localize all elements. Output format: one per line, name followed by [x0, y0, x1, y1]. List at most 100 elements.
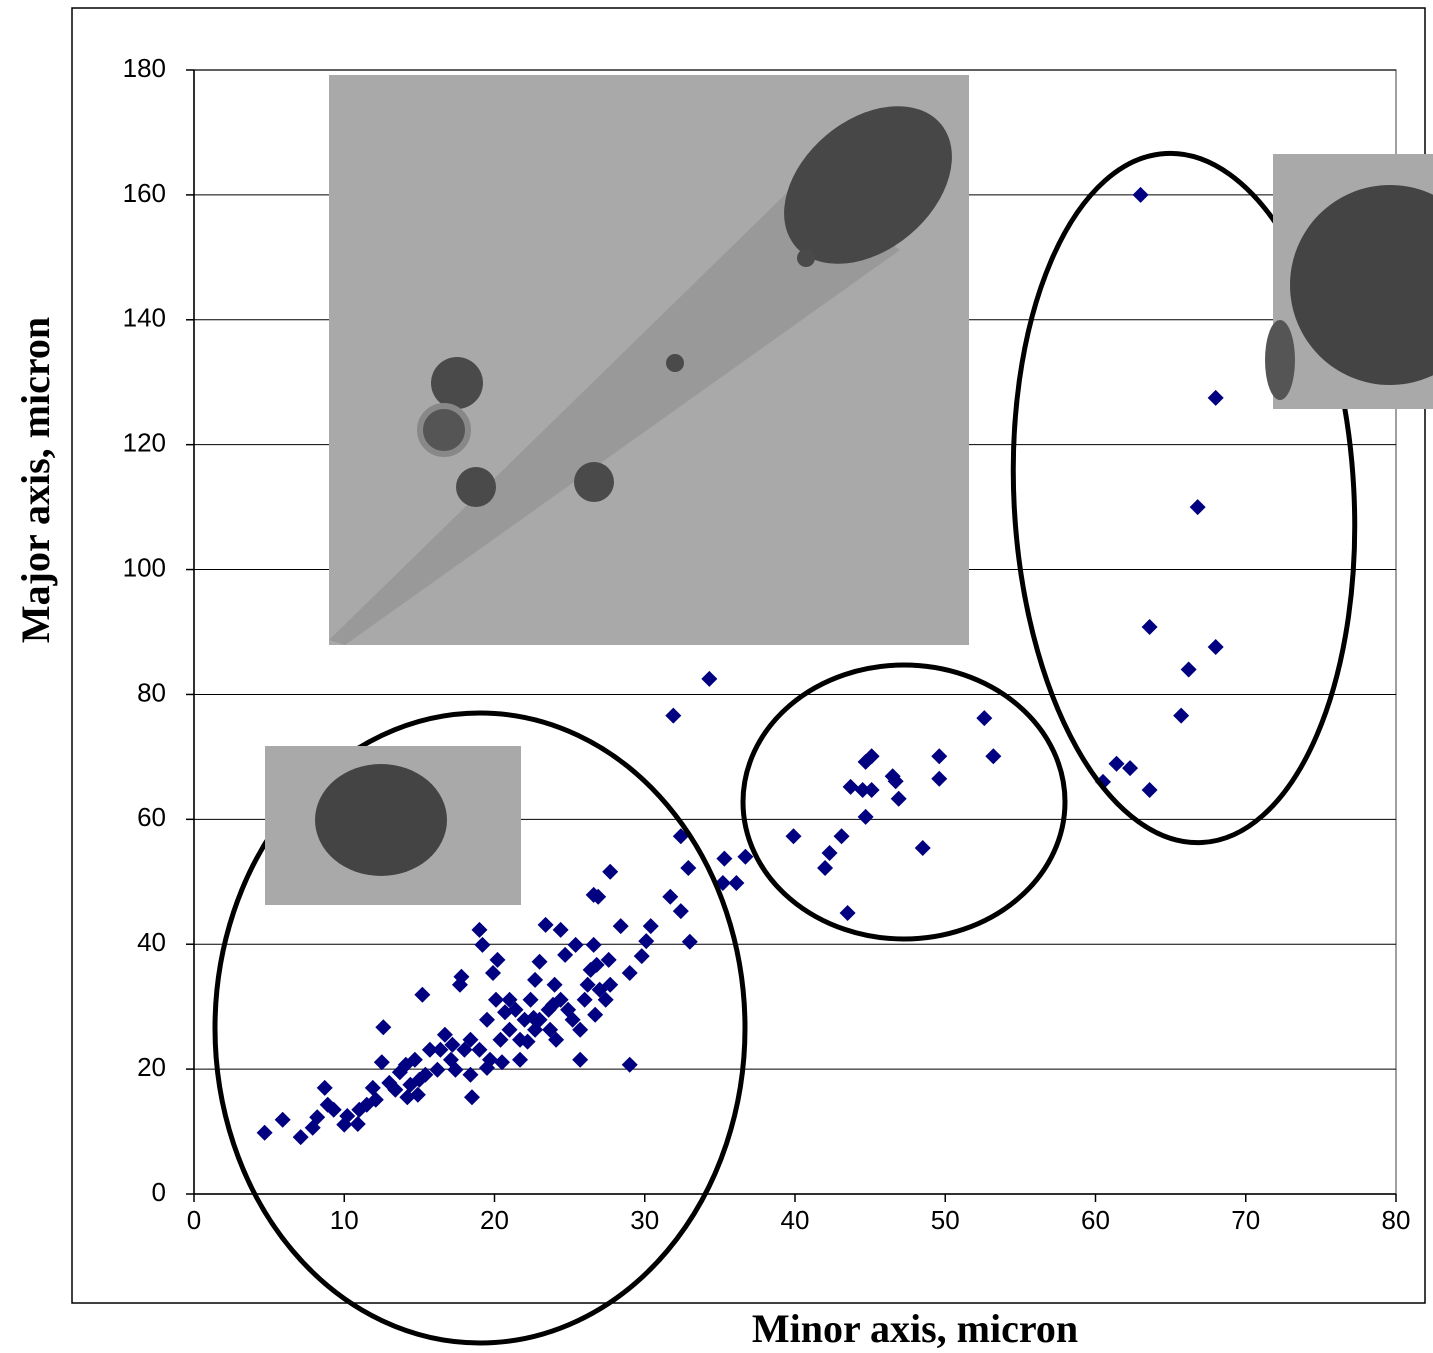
inset-shape [315, 764, 447, 876]
x-tick-label: 20 [480, 1205, 509, 1235]
point [728, 875, 745, 892]
point [522, 991, 539, 1008]
x-tick-label: 60 [1081, 1205, 1110, 1235]
point [1132, 186, 1149, 203]
point [863, 781, 880, 798]
inset-shape [431, 357, 483, 409]
point [633, 948, 650, 965]
point [351, 1101, 368, 1118]
point [474, 936, 491, 953]
point [857, 753, 874, 770]
y-tick-label: 80 [137, 677, 166, 707]
cluster-outlines [212, 150, 1358, 1346]
point [463, 1089, 480, 1106]
point [525, 1009, 542, 1026]
point [519, 1033, 536, 1050]
point [432, 1041, 449, 1058]
point [402, 1076, 419, 1093]
point [701, 670, 718, 687]
point [572, 1021, 589, 1038]
point [602, 976, 619, 993]
point [579, 976, 596, 993]
point [364, 1079, 381, 1096]
y-tick-label: 0 [152, 1177, 166, 1207]
point [507, 1001, 524, 1018]
y-tick-label: 140 [123, 303, 166, 333]
point [612, 918, 629, 935]
x-tick-label: 40 [781, 1205, 810, 1235]
point [839, 905, 856, 921]
point [373, 1054, 390, 1071]
x-tick-label: 30 [630, 1205, 659, 1235]
points [256, 186, 1224, 1146]
point [642, 918, 659, 935]
y-axis-title: Major axis, micron [13, 317, 58, 643]
point [501, 1021, 518, 1038]
point [1180, 661, 1197, 678]
point [572, 1051, 589, 1068]
cluster-ellipse [740, 662, 1068, 942]
point [462, 1066, 479, 1083]
point [417, 1066, 434, 1083]
point [492, 1031, 509, 1048]
point [542, 1021, 559, 1038]
inset-shape [1290, 185, 1433, 385]
point [409, 1086, 426, 1103]
point [821, 845, 838, 862]
point [665, 707, 682, 724]
y-tick-label: 100 [123, 552, 166, 582]
point [785, 828, 802, 845]
point [546, 976, 563, 993]
inset-shape [417, 403, 471, 457]
point [621, 964, 638, 981]
point [1122, 760, 1139, 777]
point [588, 956, 605, 973]
point [537, 916, 554, 933]
y-tick-label: 120 [123, 428, 166, 458]
axes [186, 69, 1397, 1202]
point [576, 991, 593, 1008]
inset-shape [784, 106, 952, 264]
inset-large [329, 75, 969, 645]
inset-right [1265, 154, 1433, 409]
point [585, 936, 602, 953]
y-tick-label: 180 [123, 53, 166, 83]
y-tick-label: 60 [137, 802, 166, 832]
point [557, 946, 574, 963]
point [621, 1056, 638, 1073]
point [1141, 619, 1158, 636]
point [456, 1041, 473, 1058]
point [462, 1031, 479, 1048]
point [1173, 707, 1190, 724]
point [367, 1091, 384, 1108]
y-tick-label: 160 [123, 178, 166, 208]
point [564, 1011, 581, 1028]
point [453, 968, 470, 985]
y-tick-label: 20 [137, 1052, 166, 1082]
point [817, 860, 834, 877]
point [1189, 499, 1206, 516]
point [985, 748, 1002, 765]
point [854, 781, 871, 798]
point [1207, 389, 1224, 406]
inset-small [265, 746, 521, 905]
point [857, 808, 874, 825]
point [531, 953, 548, 970]
x-tick-label: 80 [1382, 1205, 1411, 1235]
inset-shape [329, 180, 900, 645]
point [887, 773, 904, 790]
point [890, 790, 907, 807]
point [447, 1061, 464, 1078]
point [527, 971, 544, 988]
point [336, 1116, 353, 1133]
x-tick-label: 70 [1231, 1205, 1260, 1235]
point [602, 863, 619, 880]
inset-shape [797, 249, 815, 267]
point [737, 848, 754, 865]
point [488, 991, 505, 1008]
point [494, 1054, 511, 1071]
point [681, 933, 698, 950]
point [319, 1096, 336, 1113]
point [375, 1019, 392, 1036]
